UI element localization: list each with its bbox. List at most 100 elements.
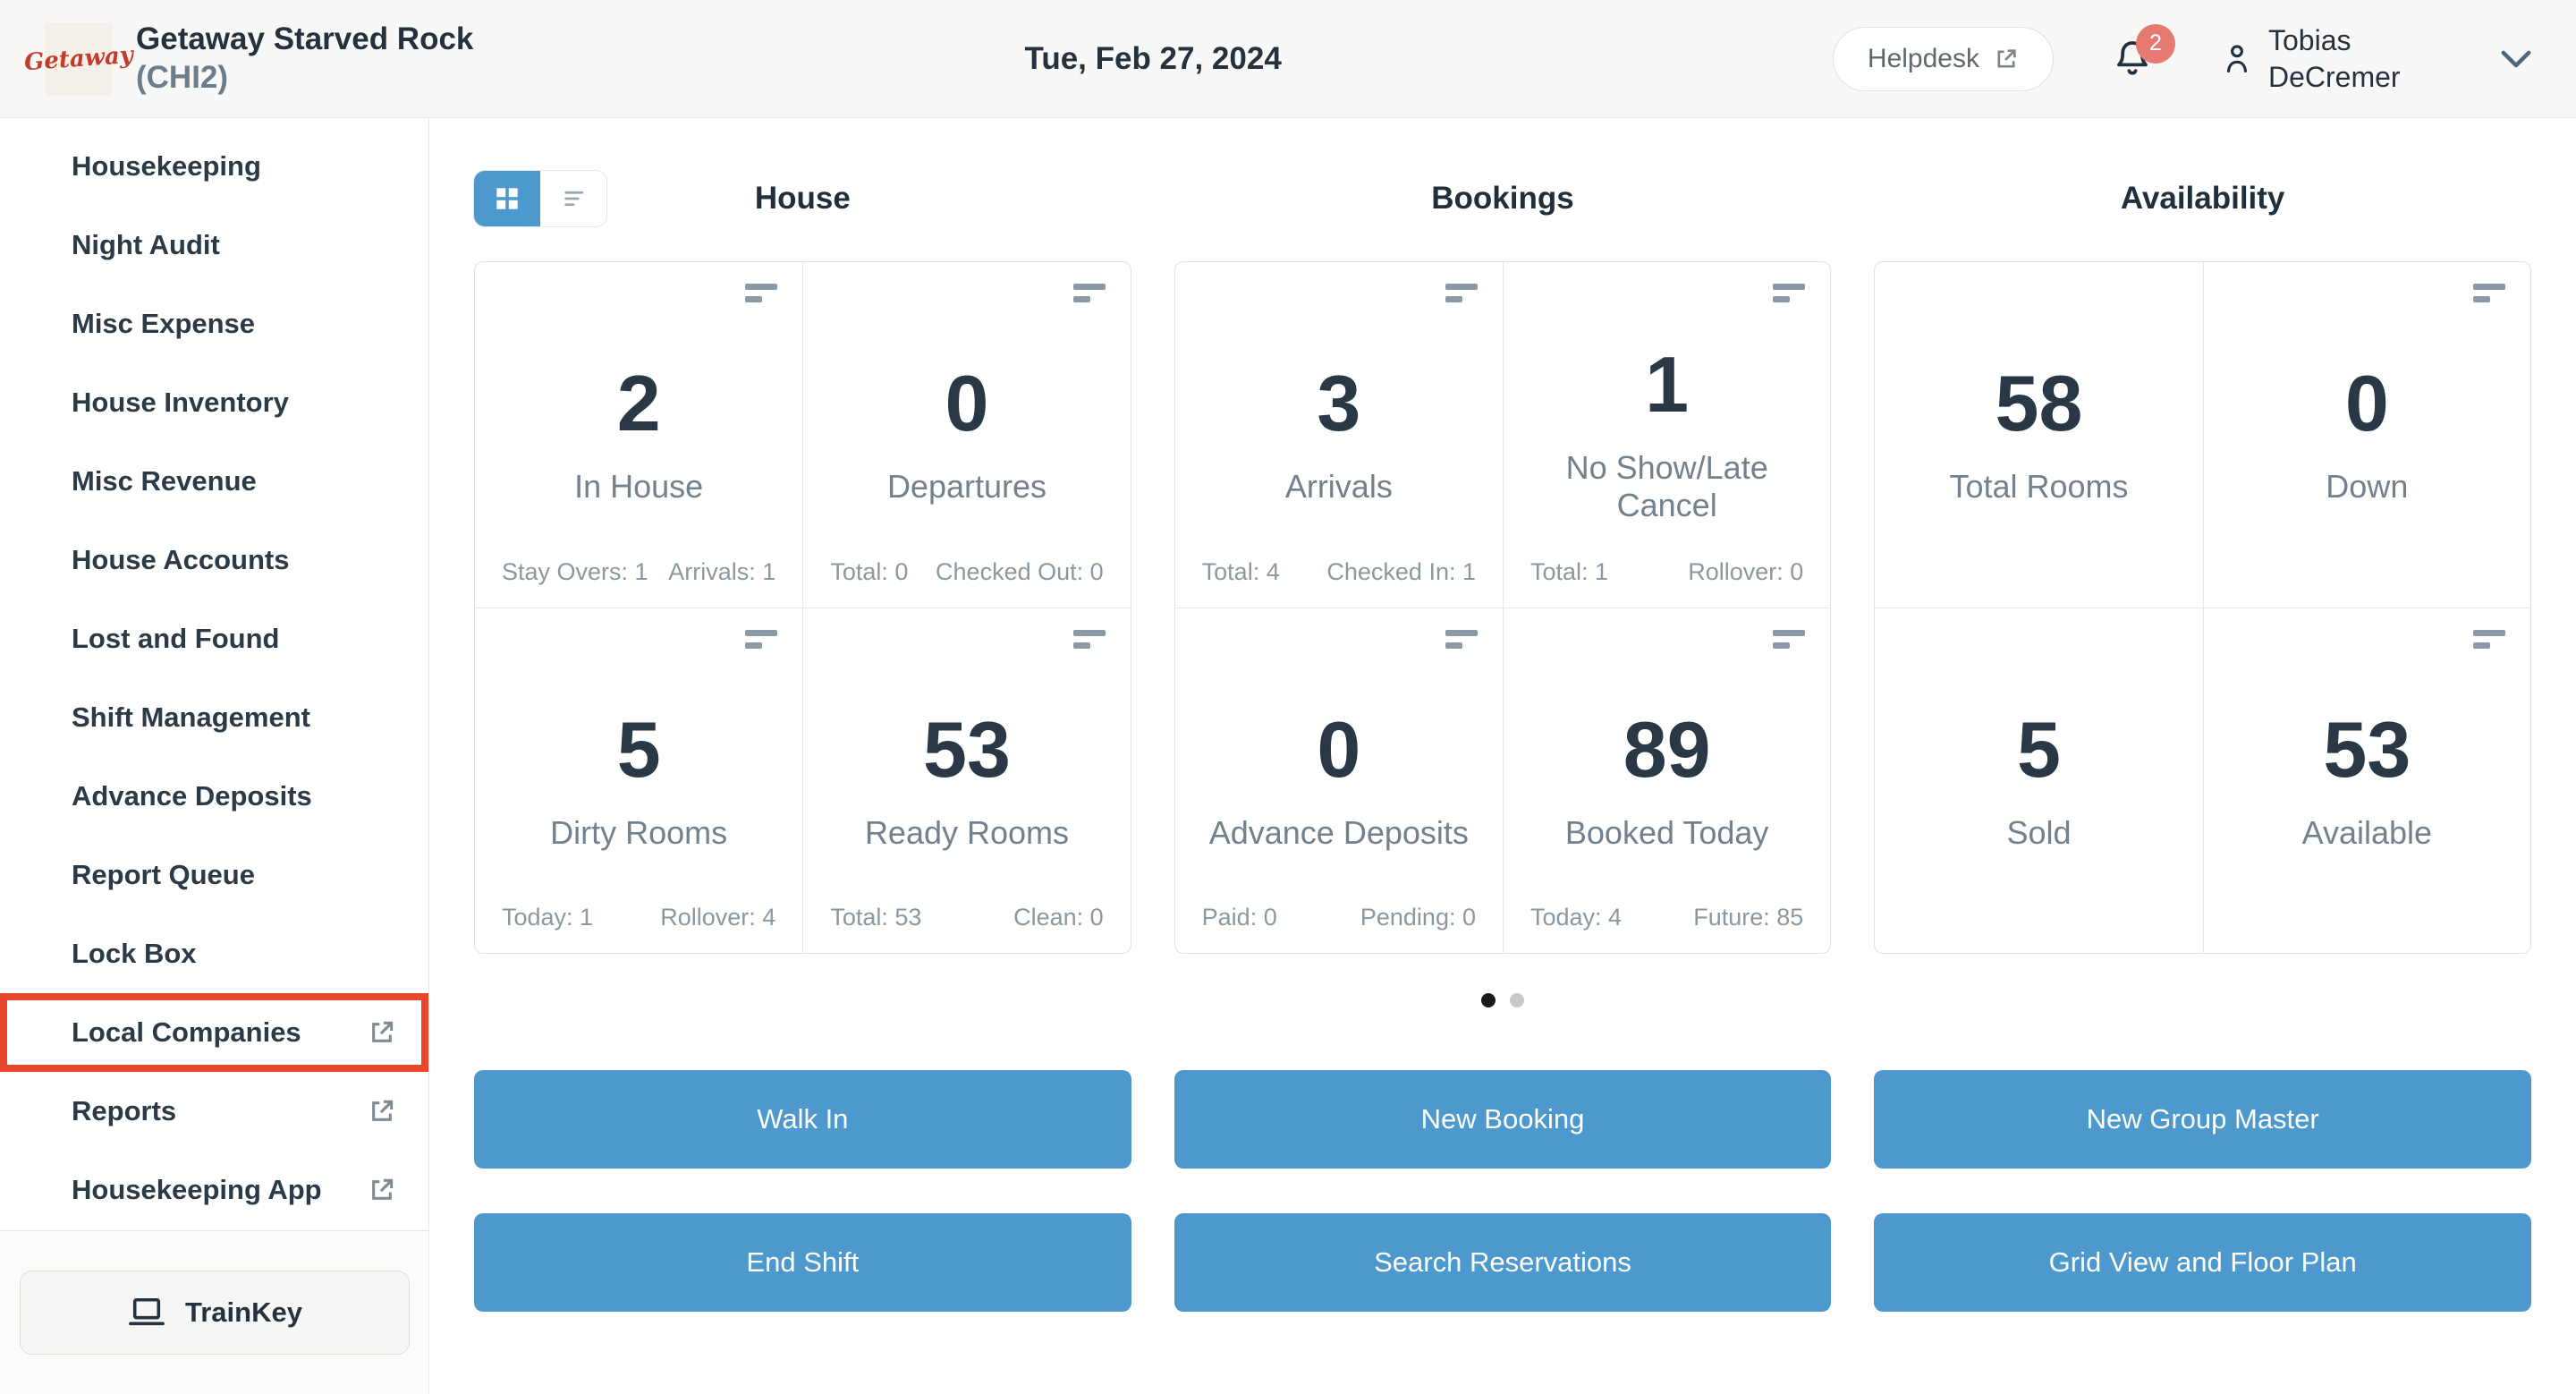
person-icon <box>2220 40 2254 78</box>
stat-label: Arrivals <box>1284 468 1393 505</box>
chevron-down-icon[interactable] <box>2501 50 2531 68</box>
card-menu-icon[interactable] <box>1445 630 1478 649</box>
walk-in-button[interactable]: Walk In <box>474 1070 1131 1169</box>
sidebar-item-house-accounts[interactable]: House Accounts <box>0 521 428 599</box>
stat-value: 0 <box>2344 359 2389 447</box>
notifications-button[interactable]: 2 <box>2111 23 2175 81</box>
stat-detail-right: Rollover: 4 <box>660 904 776 931</box>
notification-badge: 2 <box>2136 23 2175 64</box>
stat-value: 0 <box>1317 704 1361 794</box>
sidebar-item-label: Housekeeping App <box>72 1174 322 1205</box>
stat-card-advance-deposits: 0 Advance Deposits Paid: 0 Pending: 0 <box>1174 608 1503 953</box>
trainkey-button[interactable]: TrainKey <box>19 1271 410 1355</box>
card-menu-icon[interactable] <box>1773 630 1806 649</box>
sidebar-item-label: Misc Revenue <box>72 465 257 497</box>
sidebar-item-label: Advance Deposits <box>72 780 312 812</box>
stat-card-no-show-late-cancel: 1 No Show/Late Cancel Total: 1 Rollover: … <box>1502 262 1830 608</box>
sidebar-item-housekeeping-app[interactable]: Housekeeping App <box>0 1151 428 1229</box>
sidebar-item-shift-management[interactable]: Shift Management <box>0 678 428 757</box>
sidebar-item-advance-deposits[interactable]: Advance Deposits <box>0 757 428 836</box>
grid-view-floor-plan-button[interactable]: Grid View and Floor Plan <box>1874 1213 2531 1312</box>
current-date: Tue, Feb 27, 2024 <box>1024 40 1282 76</box>
sidebar-item-label: House Inventory <box>72 387 289 418</box>
stat-detail-right: Pending: 0 <box>1360 904 1476 931</box>
stat-value: 58 <box>1995 359 2083 447</box>
card-menu-icon[interactable] <box>745 630 778 649</box>
sidebar-item-house-inventory[interactable]: House Inventory <box>0 363 428 442</box>
stat-detail-right: Rollover: 0 <box>1688 558 1804 585</box>
property-name: Getaway Starved Rock <box>136 21 474 56</box>
stat-value: 5 <box>616 704 661 794</box>
pagination-dot-1[interactable] <box>1481 993 1496 1007</box>
stat-card-departures: 0 Departures Total: 0 Checked Out: 0 <box>802 262 1130 608</box>
list-view-button[interactable] <box>540 171 606 226</box>
stat-card-ready-rooms: 53 Ready Rooms Total: 53 Clean: 0 <box>802 608 1131 953</box>
helpdesk-button[interactable]: Helpdesk <box>1832 26 2054 91</box>
sidebar-item-lost-and-found[interactable]: Lost and Found <box>0 599 428 678</box>
stat-label: Advance Deposits <box>1208 813 1469 851</box>
sidebar-item-report-queue[interactable]: Report Queue <box>0 836 428 914</box>
card-menu-icon[interactable] <box>745 284 778 302</box>
view-toggle <box>474 171 606 226</box>
end-shift-button[interactable]: End Shift <box>474 1213 1131 1312</box>
pagination-dot-2[interactable] <box>1510 993 1524 1007</box>
stat-card-arrivals: 3 Arrivals Total: 4 Checked In: 1 <box>1175 262 1503 608</box>
card-menu-icon[interactable] <box>2473 284 2505 302</box>
sidebar-nav: Housekeeping Night Audit Misc Expense Ho… <box>0 118 428 1230</box>
sidebar-item-misc-revenue[interactable]: Misc Revenue <box>0 442 428 521</box>
sidebar-item-lock-box[interactable]: Lock Box <box>0 914 428 993</box>
sidebar-item-label: Lost and Found <box>72 623 280 654</box>
stat-detail-left: Total: 53 <box>830 904 922 931</box>
stat-value: 53 <box>923 704 1011 794</box>
card-menu-icon[interactable] <box>1445 284 1478 302</box>
sidebar-footer: TrainKey <box>0 1230 428 1394</box>
card-menu-icon[interactable] <box>2473 630 2505 649</box>
stat-detail-right: Checked Out: 0 <box>936 558 1104 585</box>
stat-card-down: 0 Down <box>2202 262 2530 608</box>
brand-logo: Getaway <box>23 21 134 96</box>
trainkey-label: TrainKey <box>185 1296 302 1328</box>
stat-detail-right: Clean: 0 <box>1013 904 1104 931</box>
availability-panel: 58 Total Rooms 0 Down 5 Sold 53 Availabl… <box>1874 261 2531 954</box>
helpdesk-label: Helpdesk <box>1867 43 1979 73</box>
stat-detail-left: Total: 1 <box>1530 558 1609 585</box>
stat-detail-right: Checked In: 1 <box>1326 558 1476 585</box>
panel-title: Bookings <box>1431 181 1574 216</box>
search-reservations-button[interactable]: Search Reservations <box>1174 1213 1832 1312</box>
section-title-availability: Availability <box>1874 170 2531 227</box>
stat-value: 5 <box>2017 704 2061 794</box>
sidebar-item-label: Local Companies <box>72 1016 301 1048</box>
sidebar-item-housekeeping[interactable]: Housekeeping <box>0 127 428 206</box>
sidebar: Housekeeping Night Audit Misc Expense Ho… <box>0 118 429 1394</box>
external-link-icon <box>368 1176 396 1204</box>
new-group-master-button[interactable]: New Group Master <box>1874 1070 2531 1169</box>
stat-label: In House <box>574 468 704 505</box>
new-booking-button[interactable]: New Booking <box>1174 1070 1832 1169</box>
property-title: Getaway Starved Rock (CHI2) <box>136 21 473 97</box>
card-menu-icon[interactable] <box>1072 630 1106 649</box>
stat-label: Down <box>2326 468 2409 505</box>
card-menu-icon[interactable] <box>1072 284 1106 302</box>
user-menu[interactable]: Tobias DeCremer <box>2220 22 2447 96</box>
stat-detail-left: Paid: 0 <box>1201 904 1277 931</box>
user-name: Tobias DeCremer <box>2268 23 2401 93</box>
stat-detail-left: Today: 4 <box>1530 904 1623 931</box>
card-menu-icon[interactable] <box>1773 284 1806 302</box>
sidebar-item-label: Report Queue <box>72 859 255 890</box>
stat-detail-left: Today: 1 <box>502 904 594 931</box>
stat-label: Ready Rooms <box>864 813 1070 851</box>
grid-view-button[interactable] <box>474 171 540 226</box>
stat-label: No Show/Late Cancel <box>1565 449 1768 523</box>
stat-detail-right: Future: 85 <box>1693 904 1804 931</box>
sidebar-item-night-audit[interactable]: Night Audit <box>0 206 428 285</box>
sidebar-item-local-companies[interactable]: Local Companies <box>0 993 428 1072</box>
stat-label: Sold <box>2006 813 2072 851</box>
bookings-panel: 3 Arrivals Total: 4 Checked In: 1 1 No Sh… <box>1174 261 1832 954</box>
sidebar-item-reports[interactable]: Reports <box>0 1072 428 1151</box>
stat-detail-left: Total: 4 <box>1201 558 1280 585</box>
stat-label: Total Rooms <box>1949 468 2129 505</box>
stat-value: 1 <box>1645 340 1690 429</box>
sidebar-item-misc-expense[interactable]: Misc Expense <box>0 285 428 363</box>
panel-title: Availability <box>2120 181 2285 216</box>
stat-label: Available <box>2301 813 2433 851</box>
